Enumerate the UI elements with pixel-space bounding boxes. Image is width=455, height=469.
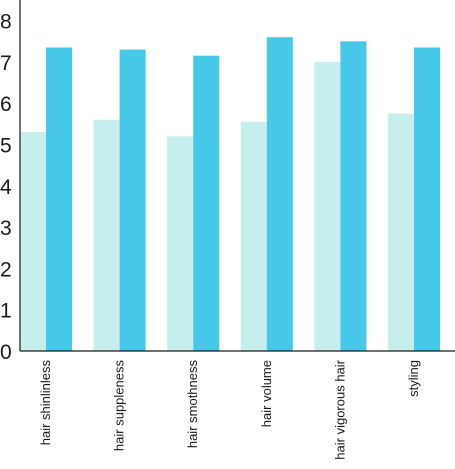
bar-2-hair-smothness: [193, 55, 220, 351]
bar-1-hair-shinlinless: [20, 132, 46, 351]
x-tick-label: hair shinlinless: [38, 360, 53, 446]
x-tick-label: hair vigorous hair: [332, 359, 347, 459]
y-tick-label: 7: [0, 52, 12, 75]
y-tick-label: 2: [0, 258, 12, 281]
y-tick-label: 5: [0, 135, 12, 158]
x-tick-label: hair smothness: [185, 360, 200, 449]
bar-2-hair-volume: [266, 37, 293, 351]
x-tick-label: styling: [406, 360, 421, 397]
bar-2-styling: [414, 47, 440, 351]
y-tick-label: 3: [0, 217, 12, 240]
bar-2-hair-vigorous-hair: [340, 41, 367, 352]
y-tick-label: 4: [0, 176, 12, 199]
x-tick-label: hair volume: [259, 360, 274, 427]
bar-1-hair-suppleness: [93, 119, 120, 351]
bar-1-hair-smothness: [167, 136, 194, 351]
y-axis-ticks: 0 1 2 3 4 5 6 7 8: [0, 11, 12, 364]
bar-1-hair-vigorous-hair: [314, 61, 341, 352]
bar-1-hair-volume: [240, 121, 267, 351]
bar-1-styling: [388, 113, 414, 351]
x-tick-label: hair suppleness: [112, 360, 127, 452]
y-tick-label: 6: [0, 93, 12, 116]
x-axis-labels: hair shinlinless hair suppleness hair smot…: [38, 359, 421, 459]
bar-2-hair-suppleness: [119, 49, 146, 351]
y-tick-label: 0: [0, 341, 12, 364]
bar-2-hair-shinlinless: [46, 47, 72, 351]
y-tick-label: 8: [0, 11, 12, 34]
bars-group: [20, 37, 440, 352]
y-tick-label: 1: [0, 300, 12, 323]
